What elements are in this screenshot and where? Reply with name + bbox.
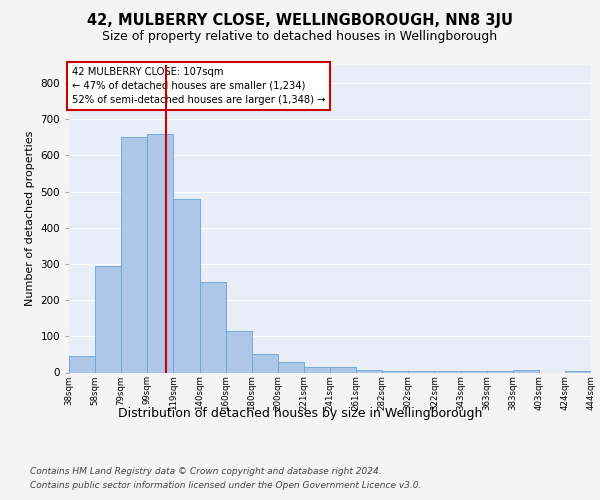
Y-axis label: Number of detached properties: Number of detached properties <box>25 131 35 306</box>
Text: Contains public sector information licensed under the Open Government Licence v3: Contains public sector information licen… <box>30 481 421 490</box>
Bar <box>356 370 382 372</box>
Bar <box>226 331 252 372</box>
Bar <box>121 138 148 372</box>
Bar <box>173 199 199 372</box>
Bar <box>382 370 409 372</box>
Bar <box>69 356 95 372</box>
Bar <box>278 362 304 372</box>
Text: 42, MULBERRY CLOSE, WELLINGBOROUGH, NN8 3JU: 42, MULBERRY CLOSE, WELLINGBOROUGH, NN8 … <box>87 12 513 28</box>
Text: Distribution of detached houses by size in Wellingborough: Distribution of detached houses by size … <box>118 408 482 420</box>
Text: 42 MULBERRY CLOSE: 107sqm
← 47% of detached houses are smaller (1,234)
52% of se: 42 MULBERRY CLOSE: 107sqm ← 47% of detac… <box>71 66 325 104</box>
Bar <box>565 370 591 372</box>
Bar <box>461 370 487 372</box>
Text: Contains HM Land Registry data © Crown copyright and database right 2024.: Contains HM Land Registry data © Crown c… <box>30 468 382 476</box>
Bar <box>487 370 513 372</box>
Bar <box>434 370 461 372</box>
Bar <box>148 134 173 372</box>
Bar <box>330 367 356 372</box>
Bar <box>513 370 539 372</box>
Bar <box>95 266 121 372</box>
Bar <box>199 282 226 372</box>
Bar <box>304 367 330 372</box>
Text: Size of property relative to detached houses in Wellingborough: Size of property relative to detached ho… <box>103 30 497 43</box>
Bar <box>252 354 278 372</box>
Bar <box>409 370 434 372</box>
